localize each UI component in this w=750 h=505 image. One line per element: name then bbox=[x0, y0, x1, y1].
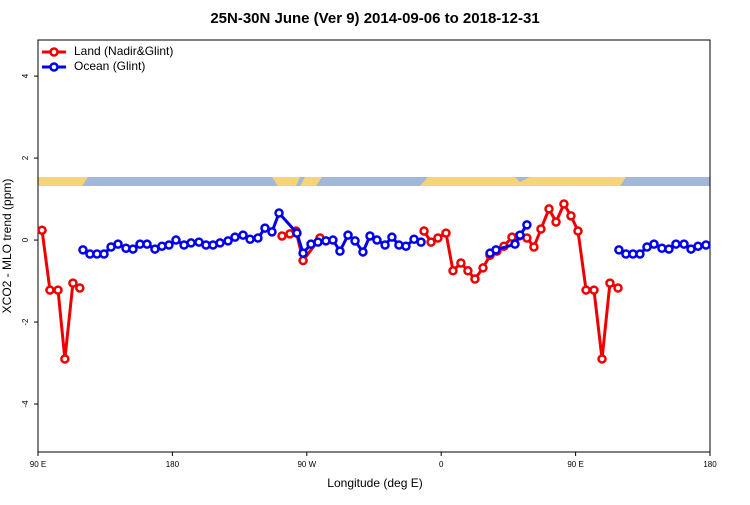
point bbox=[614, 245, 624, 255]
x-tick-label: 90 E bbox=[30, 460, 46, 469]
point bbox=[260, 223, 270, 233]
point bbox=[671, 239, 681, 249]
point bbox=[416, 237, 426, 247]
legend-label: Ocean (Glint) bbox=[74, 59, 145, 73]
point bbox=[171, 235, 181, 245]
legend-label: Land (Nadir&Glint) bbox=[74, 44, 173, 58]
point bbox=[223, 236, 233, 246]
point bbox=[60, 354, 70, 364]
y-tick-label: -2 bbox=[21, 318, 30, 326]
x-tick-label: 90 E bbox=[567, 460, 583, 469]
point bbox=[343, 230, 353, 240]
point bbox=[365, 231, 375, 241]
y-tick-label: 2 bbox=[21, 155, 30, 160]
point bbox=[573, 226, 583, 236]
point bbox=[448, 266, 458, 276]
point bbox=[277, 231, 287, 241]
point bbox=[433, 233, 443, 243]
point bbox=[463, 266, 473, 276]
point bbox=[559, 199, 569, 209]
point bbox=[75, 283, 85, 293]
point bbox=[456, 258, 466, 268]
point bbox=[350, 236, 360, 246]
point bbox=[613, 283, 623, 293]
point bbox=[664, 244, 674, 254]
point bbox=[605, 278, 615, 288]
point bbox=[128, 244, 138, 254]
point bbox=[522, 220, 532, 230]
point bbox=[372, 235, 382, 245]
chart-title: 25N-30N June (Ver 9) 2014-09-06 to 2018-… bbox=[210, 10, 539, 27]
point bbox=[491, 245, 501, 255]
x-tick-label: 180 bbox=[703, 460, 717, 469]
point bbox=[478, 263, 488, 273]
point bbox=[245, 234, 255, 244]
y-tick-label: -4 bbox=[21, 400, 30, 408]
point bbox=[99, 249, 109, 259]
point bbox=[566, 211, 576, 221]
x-tick-label: 180 bbox=[166, 460, 180, 469]
legend-marker bbox=[49, 47, 59, 57]
land-mask-strip bbox=[38, 177, 710, 186]
point bbox=[419, 226, 429, 236]
point bbox=[164, 240, 174, 250]
point bbox=[238, 230, 248, 240]
point bbox=[215, 238, 225, 248]
y-axis-label: XCO2 - MLO trend (ppm) bbox=[0, 179, 14, 314]
point bbox=[253, 233, 263, 243]
point bbox=[515, 230, 525, 240]
point bbox=[701, 240, 711, 250]
x-tick-label: 90 W bbox=[297, 460, 316, 469]
point bbox=[401, 241, 411, 251]
point bbox=[142, 239, 152, 249]
point bbox=[387, 232, 397, 242]
point bbox=[292, 228, 302, 238]
point bbox=[529, 242, 539, 252]
point bbox=[53, 285, 63, 295]
point bbox=[470, 274, 480, 284]
point bbox=[186, 238, 196, 248]
point bbox=[274, 208, 284, 218]
point bbox=[597, 354, 607, 364]
legend: Land (Nadir&Glint)Ocean (Glint) bbox=[42, 44, 173, 73]
point bbox=[37, 225, 47, 235]
legend-marker bbox=[49, 62, 59, 72]
point bbox=[536, 224, 546, 234]
point bbox=[693, 241, 703, 251]
point bbox=[230, 232, 240, 242]
point bbox=[68, 278, 78, 288]
y-tick-label: 0 bbox=[21, 237, 30, 242]
point bbox=[649, 239, 659, 249]
point bbox=[45, 285, 55, 295]
point bbox=[510, 239, 520, 249]
point bbox=[441, 228, 451, 238]
x-tick-label: 0 bbox=[439, 460, 444, 469]
point bbox=[635, 249, 645, 259]
x-axis-label: Longitude (deg E) bbox=[327, 476, 422, 490]
point bbox=[78, 245, 88, 255]
point bbox=[267, 227, 277, 237]
series-line bbox=[40, 200, 619, 360]
point bbox=[313, 237, 323, 247]
point bbox=[581, 285, 591, 295]
point bbox=[551, 217, 561, 227]
point bbox=[380, 240, 390, 250]
point bbox=[426, 237, 436, 247]
point bbox=[544, 204, 554, 214]
point bbox=[328, 235, 338, 245]
point bbox=[358, 247, 368, 257]
point bbox=[113, 239, 123, 249]
point bbox=[589, 285, 599, 295]
point bbox=[298, 248, 308, 258]
point bbox=[335, 246, 345, 256]
y-tick-label: 4 bbox=[21, 73, 30, 78]
point bbox=[298, 255, 308, 266]
point bbox=[679, 239, 689, 249]
